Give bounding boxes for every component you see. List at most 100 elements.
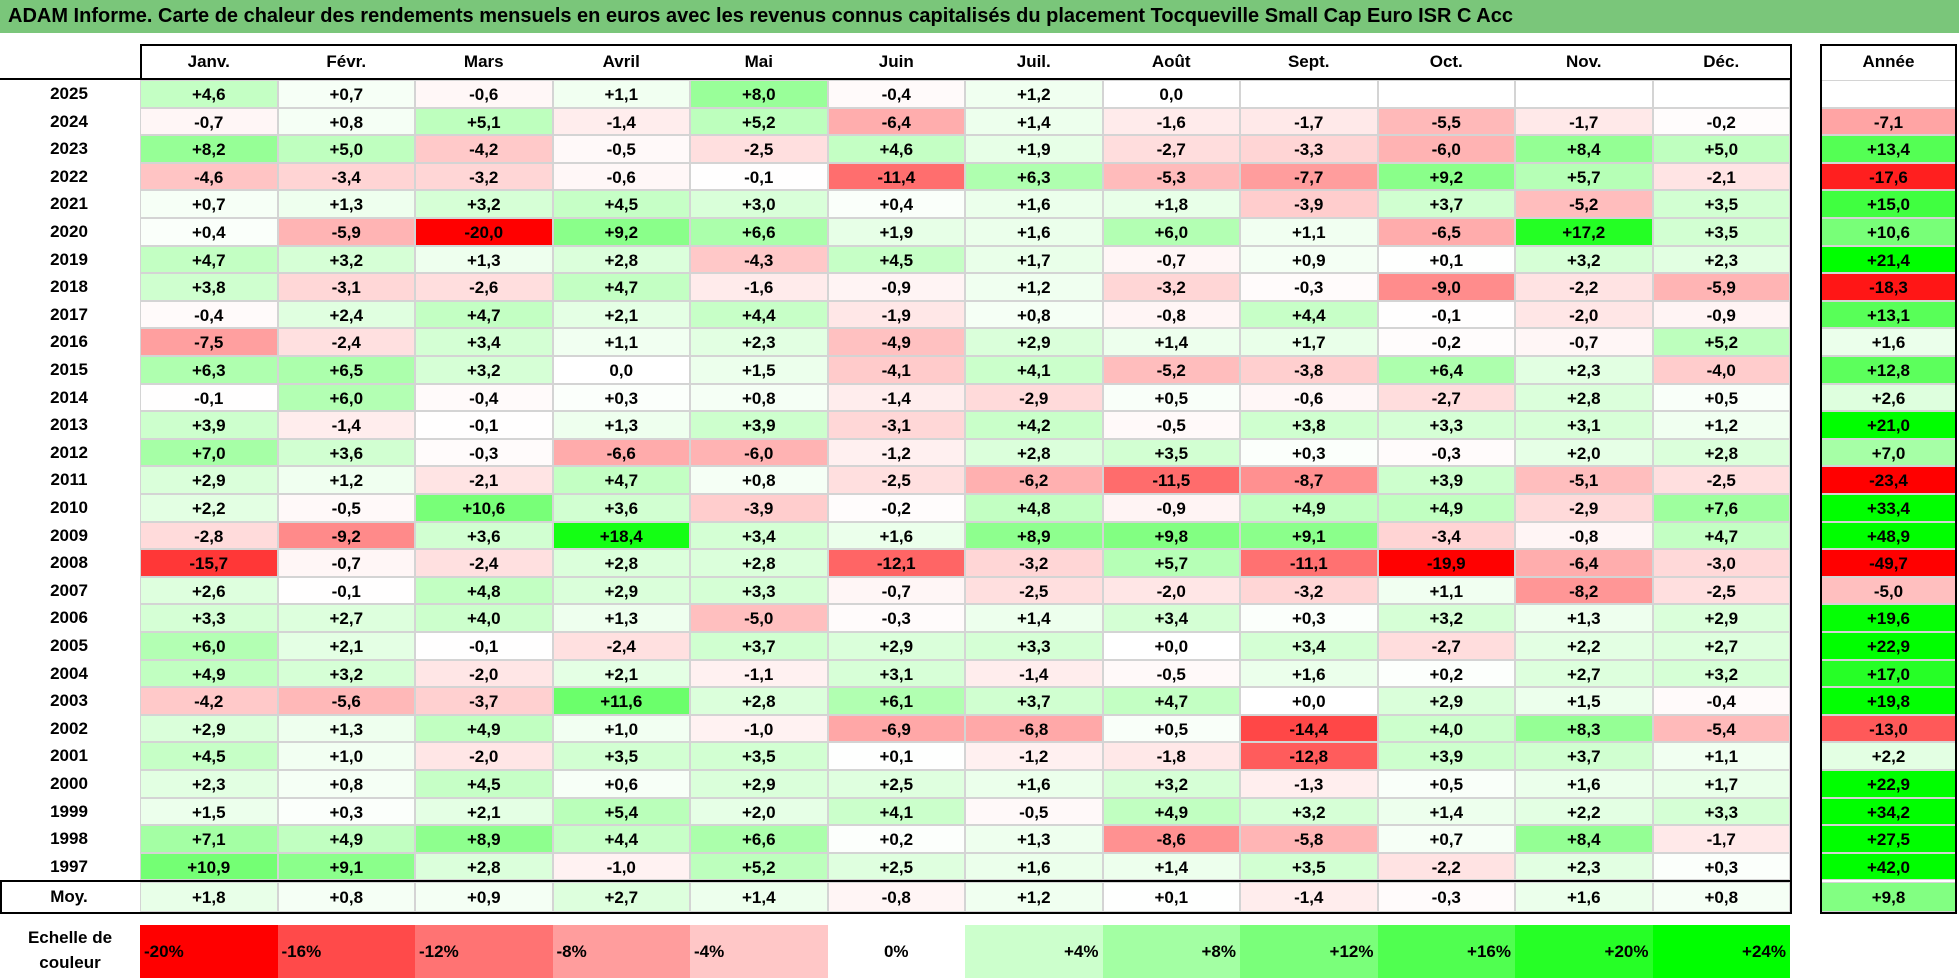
- column-header: Oct.: [1377, 46, 1515, 78]
- heatmap-cell: +2,3: [1515, 356, 1653, 384]
- heatmap-cell: +1,3: [552, 604, 690, 632]
- heatmap-cell: +4,1: [965, 356, 1103, 384]
- heatmap-cell: +4,8: [415, 576, 553, 605]
- column-header: Sept.: [1240, 46, 1378, 78]
- annual-cell: +17,0: [1820, 659, 1957, 688]
- heatmap-cell: -1,1: [690, 659, 828, 688]
- heatmap-cell: -2,9: [965, 383, 1103, 412]
- heatmap-cell: +3,2: [415, 356, 553, 384]
- heatmap-cell: +0,7: [277, 80, 415, 108]
- annual-cell: +15,0: [1820, 190, 1957, 218]
- heatmap-cell: -8,7: [1240, 466, 1378, 494]
- heatmap-cell: [1240, 80, 1378, 108]
- heatmap-cell: -2,5: [690, 135, 828, 163]
- annual-cell: +21,4: [1820, 245, 1957, 274]
- year-label: 2005: [50, 636, 88, 655]
- average-cell: +2,7: [552, 882, 690, 912]
- heatmap-cell: +6,0: [1102, 218, 1240, 246]
- year-label: 2022: [50, 166, 88, 186]
- heatmap-cell: +1,9: [827, 218, 965, 246]
- color-scale-step: -4%: [690, 925, 828, 978]
- heatmap-cell: -1,8: [1102, 742, 1240, 770]
- heatmap-cell: +3,3: [1377, 411, 1515, 439]
- heatmap-cell: +0,6: [552, 770, 690, 798]
- heatmap-cell: +2,8: [1652, 438, 1790, 467]
- heatmap-cell: -2,0: [1515, 300, 1653, 329]
- heatmap-cell: +1,5: [690, 356, 828, 384]
- year-label: 2009: [50, 525, 88, 545]
- heatmap-cell: +4,1: [827, 797, 965, 826]
- heatmap-cell: -1,7: [1515, 107, 1653, 136]
- heatmap-cell: +6,1: [827, 687, 965, 715]
- heatmap-cell: -6,4: [1515, 549, 1653, 577]
- heatmap-cell: +9,1: [277, 852, 415, 881]
- heatmap-cell: +3,3: [690, 576, 828, 605]
- heatmap-cell: +1,7: [965, 245, 1103, 274]
- heatmap-cell: -0,7: [1515, 328, 1653, 356]
- heatmap-cell: +3,4: [690, 521, 828, 550]
- heatmap-cell: -2,4: [415, 549, 553, 577]
- heatmap-cell: +3,5: [1652, 190, 1790, 218]
- heatmap-cell: +3,2: [415, 190, 553, 218]
- column-header: Nov.: [1515, 46, 1653, 78]
- heatmap-cell: -2,4: [277, 328, 415, 356]
- heatmap-cell: +2,9: [965, 328, 1103, 356]
- heatmap-cell: +0,0: [1240, 687, 1378, 715]
- heatmap-cell: -0,5: [277, 494, 415, 522]
- heatmap-cell: +3,6: [415, 521, 553, 550]
- heatmap-cell: +0,3: [1240, 438, 1378, 467]
- heatmap-cell: +0,2: [1377, 659, 1515, 688]
- heatmap-cell: +1,6: [965, 190, 1103, 218]
- heatmap-cell: +4,9: [1102, 797, 1240, 826]
- heatmap-cell: +4,6: [827, 135, 965, 163]
- heatmap-cell: +9,2: [552, 218, 690, 246]
- heatmap-cell: -3,1: [827, 411, 965, 439]
- heatmap-cell: +2,9: [690, 770, 828, 798]
- heatmap-cell: +1,6: [965, 852, 1103, 881]
- heatmap-cell: -0,3: [1377, 438, 1515, 467]
- heatmap-cell: +3,7: [1515, 742, 1653, 770]
- heatmap-cell: -1,6: [690, 273, 828, 301]
- heatmap-cell: +0,0: [1102, 632, 1240, 660]
- heatmap-cell: +1,1: [1652, 742, 1790, 770]
- heatmap-cell: -5,5: [1377, 107, 1515, 136]
- heatmap-cell: +2,9: [140, 714, 278, 743]
- heatmap-cell: -0,9: [1652, 300, 1790, 329]
- heatmap-cell: +3,2: [1377, 604, 1515, 632]
- year-label: 2020: [50, 222, 88, 241]
- heatmap-cell: -3,3: [1240, 135, 1378, 163]
- heatmap-cell: -2,5: [965, 576, 1103, 605]
- average-label: Moy.: [50, 887, 88, 906]
- heatmap-cell: +4,5: [415, 770, 553, 798]
- heatmap-cell: -15,7: [140, 549, 278, 577]
- heatmap-cell: +4,0: [415, 604, 553, 632]
- heatmap-cell: -2,2: [1377, 852, 1515, 881]
- heatmap-cell: -0,2: [827, 494, 965, 522]
- annual-cell: +19,6: [1820, 604, 1957, 632]
- heatmap-cell: +3,2: [277, 659, 415, 688]
- heatmap-cell: +3,9: [140, 411, 278, 439]
- heatmap-cell: -1,2: [827, 438, 965, 467]
- heatmap-cell: -3,9: [1240, 190, 1378, 218]
- annual-cell: -5,0: [1820, 576, 1957, 605]
- year-label: 2007: [50, 580, 88, 600]
- heatmap-cell: +11,6: [552, 687, 690, 715]
- heatmap-cell: -0,9: [1102, 494, 1240, 522]
- heatmap-cell: +3,8: [1240, 411, 1378, 439]
- heatmap-cell: +2,8: [552, 245, 690, 274]
- year-label: 2023: [50, 139, 88, 159]
- annual-cell: -7,1: [1820, 107, 1957, 136]
- heatmap-cell: +1,4: [965, 107, 1103, 136]
- year-label: 2004: [50, 663, 88, 683]
- heatmap-cell: -4,2: [140, 687, 278, 715]
- heatmap-cell: -3,7: [415, 687, 553, 715]
- average-cell: +0,8: [1652, 882, 1790, 912]
- heatmap-cell: -0,6: [552, 162, 690, 191]
- heatmap-cell: +2,1: [552, 659, 690, 688]
- heatmap-cell: +1,4: [965, 604, 1103, 632]
- heatmap-cell: +3,3: [965, 632, 1103, 660]
- heatmap-cell: +9,8: [1102, 521, 1240, 550]
- heatmap-cell: -1,4: [277, 411, 415, 439]
- heatmap-cell: -2,0: [415, 742, 553, 770]
- heatmap-cell: +2,8: [1515, 383, 1653, 412]
